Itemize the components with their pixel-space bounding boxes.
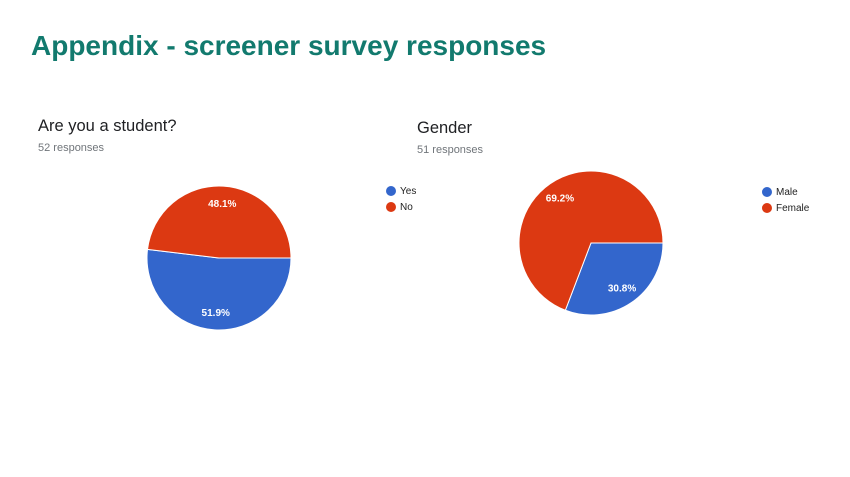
legend-swatch-male — [762, 187, 772, 197]
legend-swatch-female — [762, 203, 772, 213]
pie-slice-no[interactable] — [146, 185, 292, 259]
gender-legend: Male Female — [762, 184, 809, 216]
slide-title: Appendix - screener survey responses — [31, 30, 547, 61]
pie-slice-yes[interactable] — [146, 248, 292, 331]
chart-title: Gender — [417, 119, 473, 137]
legend-item-male[interactable]: Male — [762, 184, 809, 200]
student-legend: Yes No — [386, 183, 416, 215]
slice-value-label: 69.2% — [546, 193, 574, 204]
pie-slice-male[interactable] — [564, 242, 664, 316]
chart-title: Are you a student? — [38, 117, 177, 135]
chart-subtitle: 52 responses — [38, 142, 105, 154]
legend-swatch-no — [386, 202, 396, 212]
slice-value-label: 48.1% — [208, 199, 236, 210]
legend-item-female[interactable]: Female — [762, 200, 809, 216]
legend-label: Yes — [400, 185, 417, 197]
legend-item-no[interactable]: No — [386, 199, 416, 215]
chart-subtitle: 51 responses — [417, 144, 484, 156]
legend-item-yes[interactable]: Yes — [386, 183, 416, 199]
pie-slice-female[interactable] — [518, 170, 664, 311]
legend-label: Female — [776, 202, 810, 214]
legend-label: Male — [776, 186, 798, 198]
legend-label: No — [400, 201, 413, 213]
slice-value-label: 51.9% — [202, 308, 230, 319]
slice-value-label: 30.8% — [608, 284, 636, 295]
legend-swatch-yes — [386, 186, 396, 196]
